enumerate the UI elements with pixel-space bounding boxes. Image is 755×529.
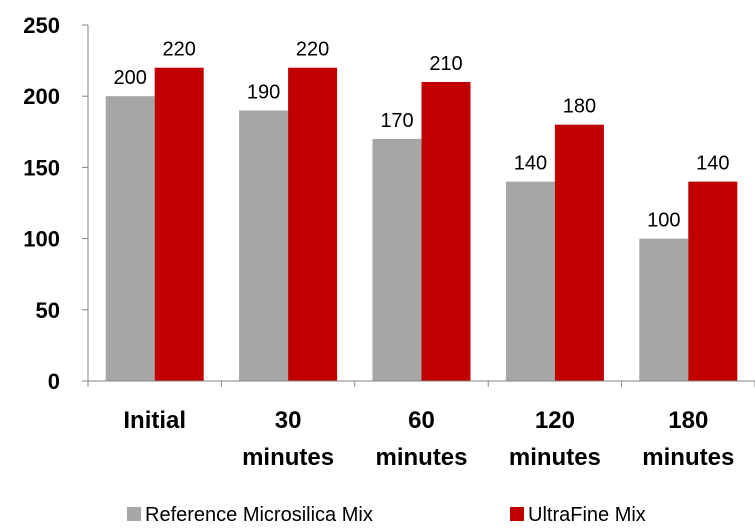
bar-ultrafine: [421, 81, 471, 382]
bar-reference: [372, 138, 422, 381]
data-label: 180: [563, 96, 596, 118]
y-tick-label: 100: [23, 227, 60, 252]
data-label: 170: [380, 110, 413, 132]
x-category-label: Initial: [123, 407, 186, 434]
legend-label: Reference Microsilica Mix: [145, 504, 373, 526]
x-category-label: 180 minutes: [642, 407, 734, 471]
y-tick-label: 250: [23, 13, 60, 38]
bar-reference: [505, 181, 555, 381]
data-label: 100: [647, 210, 680, 232]
x-category-label: 60 minutes: [375, 407, 467, 471]
y-tick-label: 200: [23, 84, 60, 109]
bar-reference: [239, 110, 289, 381]
bar-ultrafine: [288, 67, 338, 381]
x-category-label: 120 minutes: [509, 407, 601, 471]
data-label: 220: [296, 39, 329, 61]
data-label: 210: [429, 53, 462, 75]
legend-swatch: [127, 507, 141, 521]
y-tick-label: 150: [23, 155, 60, 180]
legend: Reference Microsilica Mix UltraFine Mix: [127, 504, 646, 526]
y-tick-label: 50: [36, 298, 60, 323]
bar-reference: [639, 238, 689, 381]
data-label: 140: [514, 153, 547, 175]
bar-ultrafine: [154, 67, 204, 381]
data-label: 140: [696, 153, 729, 175]
data-labels: 200 220 190 220 170 210 140 180 100 140: [114, 39, 730, 232]
y-axis-tick-labels: 0 50 100 150 200 250: [23, 13, 88, 394]
data-label: 220: [163, 39, 196, 61]
y-tick-label: 0: [48, 369, 60, 394]
bar-ultrafine: [554, 124, 604, 382]
data-label: 190: [247, 81, 280, 103]
bar-reference: [105, 96, 155, 381]
x-axis-category-labels: Initial 30 minutes 60 minutes 120 minutes 180 mi…: [123, 407, 734, 471]
x-category-label: 30 minutes: [242, 407, 334, 471]
data-label: 200: [114, 67, 147, 89]
bar-ultrafine: [688, 181, 738, 381]
bars: [105, 67, 738, 382]
x-axis-tick-marks: [87, 381, 755, 387]
legend-label: UltraFine Mix: [528, 504, 646, 526]
legend-swatch: [510, 507, 524, 521]
